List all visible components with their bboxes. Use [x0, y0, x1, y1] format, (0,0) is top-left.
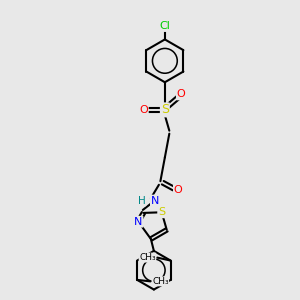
Text: N: N [151, 196, 159, 206]
Text: S: S [161, 103, 169, 116]
Text: CH₃: CH₃ [139, 253, 156, 262]
Text: S: S [158, 207, 165, 217]
Text: O: O [177, 89, 186, 99]
Text: CH₃: CH₃ [152, 277, 169, 286]
Text: H: H [138, 196, 146, 206]
Text: Cl: Cl [159, 21, 170, 31]
Text: O: O [139, 105, 148, 115]
Text: O: O [174, 185, 183, 195]
Text: N: N [134, 217, 142, 227]
